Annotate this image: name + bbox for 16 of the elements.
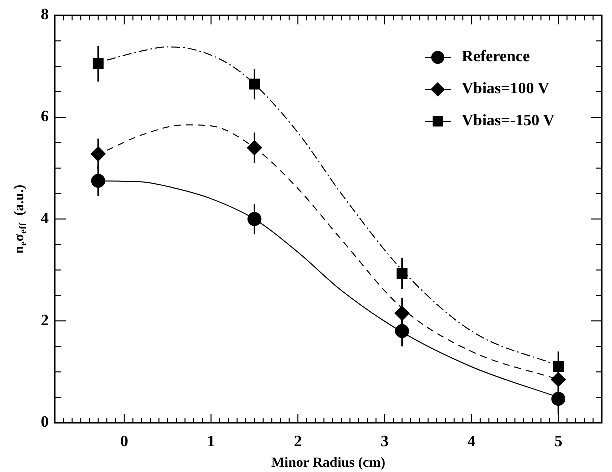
x-axis-title: Minor Radius (cm) (271, 456, 386, 472)
x-tick-label: 3 (380, 434, 389, 451)
y-tick-label: 4 (41, 210, 49, 228)
y-tick-label: 6 (41, 108, 49, 126)
x-tick-label: 4 (468, 434, 476, 451)
legend-label: Vbias=-150 V (462, 112, 556, 130)
y-tick-label: 2 (41, 312, 49, 330)
x-tick-label: 2 (294, 434, 302, 451)
y-tick-label: 8 (41, 6, 49, 24)
legend-label: Vbias=100 V (462, 80, 550, 98)
y-axis-title: neσeff (a.u.) (12, 184, 30, 254)
y-tick-label: 0 (41, 414, 49, 432)
x-tick-label: 1 (207, 434, 216, 451)
x-tick-label: 0 (120, 434, 128, 451)
legend-label: Reference (462, 48, 530, 66)
x-tick-label: 5 (554, 434, 563, 451)
